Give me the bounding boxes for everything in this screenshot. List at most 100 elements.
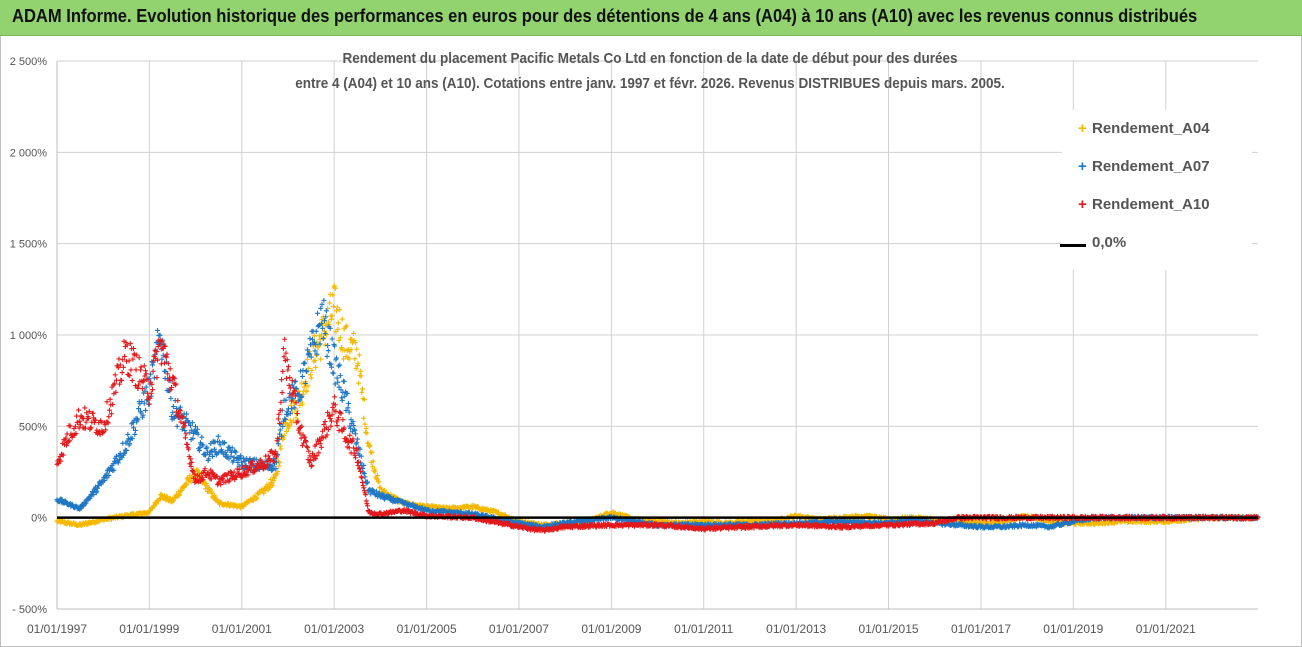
point-a10 <box>130 356 136 362</box>
point-a07 <box>285 412 291 418</box>
point-a10 <box>112 372 118 378</box>
point-a10 <box>86 408 92 414</box>
point-a07 <box>196 448 202 454</box>
point-a10 <box>172 382 178 388</box>
point-a07 <box>287 410 293 416</box>
y-tick-label: 2 500% <box>10 56 48 68</box>
point-a10 <box>210 470 216 476</box>
point-a04 <box>270 482 276 488</box>
series-a04 <box>54 283 1261 529</box>
point-a10 <box>318 437 324 443</box>
point-a10 <box>277 408 283 414</box>
point-a07 <box>323 314 329 320</box>
point-a04 <box>286 422 292 428</box>
point-a07 <box>273 459 279 465</box>
point-a07 <box>170 404 176 410</box>
point-a10 <box>338 411 344 417</box>
point-a07 <box>321 297 327 303</box>
point-a10 <box>328 418 334 424</box>
point-a04 <box>355 360 361 366</box>
point-a04 <box>337 307 343 313</box>
point-a10 <box>351 445 357 451</box>
point-a10 <box>172 375 178 381</box>
point-a10 <box>271 458 277 464</box>
point-a10 <box>167 366 173 372</box>
point-a07 <box>98 481 104 487</box>
point-a04 <box>306 365 312 371</box>
point-a07 <box>228 453 234 459</box>
point-a07 <box>127 440 133 446</box>
point-a07 <box>303 380 309 386</box>
point-a07 <box>283 397 289 403</box>
point-a10 <box>141 378 147 384</box>
point-a10 <box>113 389 119 395</box>
point-a04 <box>303 389 309 395</box>
point-a10 <box>97 432 103 438</box>
point-a07 <box>96 482 102 488</box>
point-a07 <box>125 431 131 437</box>
point-a07 <box>155 327 161 333</box>
point-a04 <box>349 336 355 342</box>
point-a10 <box>55 461 61 467</box>
point-a07 <box>327 325 333 331</box>
point-a04 <box>267 484 273 490</box>
point-a04 <box>317 336 323 342</box>
point-a07 <box>168 395 174 401</box>
point-a04 <box>275 469 281 475</box>
point-a10 <box>249 459 255 465</box>
point-a07 <box>291 405 297 411</box>
point-a10 <box>320 435 326 441</box>
point-a04 <box>318 332 324 338</box>
point-a10 <box>162 343 168 349</box>
point-a07 <box>354 440 360 446</box>
point-a10 <box>293 400 299 406</box>
point-a10 <box>341 425 347 431</box>
point-a10 <box>117 381 123 387</box>
point-a04 <box>382 487 388 493</box>
point-a10 <box>112 381 118 387</box>
point-a10 <box>147 395 153 401</box>
point-a10 <box>283 350 289 356</box>
point-a10 <box>105 419 111 425</box>
point-a07 <box>318 305 324 311</box>
point-a07 <box>222 440 228 446</box>
x-tick-label: 01/01/2017 <box>951 622 1011 636</box>
point-a10 <box>274 438 280 444</box>
point-a04 <box>352 356 358 362</box>
point-a04 <box>322 328 328 334</box>
point-a10 <box>255 460 261 466</box>
point-a04 <box>313 352 319 358</box>
point-a04 <box>334 304 340 310</box>
point-a07 <box>361 462 367 468</box>
point-a10 <box>299 443 305 449</box>
y-tick-label: 0% <box>31 513 47 525</box>
point-a07 <box>346 409 352 415</box>
point-a07 <box>149 362 155 368</box>
point-a04 <box>337 335 343 341</box>
point-a04 <box>344 323 350 329</box>
point-a10 <box>265 462 271 468</box>
point-a07 <box>334 355 340 361</box>
point-a10 <box>67 423 73 429</box>
point-a04 <box>353 365 359 371</box>
point-a10 <box>122 353 128 359</box>
point-a04 <box>372 469 378 475</box>
point-a10 <box>335 415 341 421</box>
point-a10 <box>309 462 315 468</box>
point-a10 <box>307 453 313 459</box>
point-a04 <box>339 316 345 322</box>
point-a07 <box>344 390 350 396</box>
point-a04 <box>254 495 260 501</box>
point-a10 <box>88 425 94 431</box>
point-a04 <box>369 450 375 456</box>
point-a07 <box>210 453 216 459</box>
point-a07 <box>350 419 356 425</box>
point-a04 <box>321 335 327 341</box>
point-a07 <box>101 477 107 483</box>
x-tick-label: 01/01/2021 <box>1136 622 1196 636</box>
x-tick-label: 01/01/2009 <box>581 622 641 636</box>
point-a10 <box>206 471 212 477</box>
point-a04 <box>353 340 359 346</box>
point-a04 <box>281 432 287 438</box>
point-a07 <box>282 417 288 423</box>
